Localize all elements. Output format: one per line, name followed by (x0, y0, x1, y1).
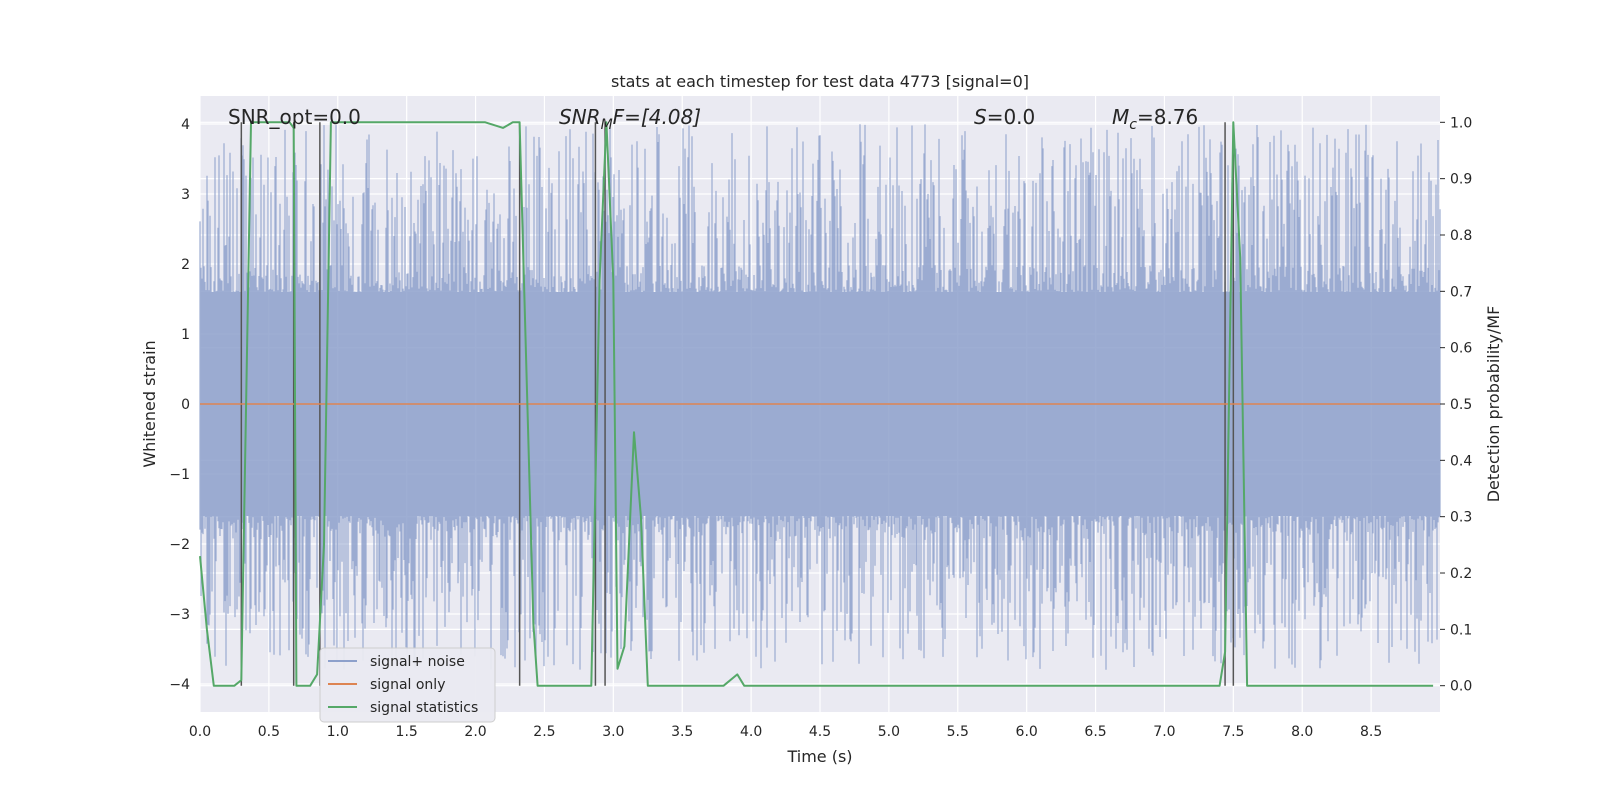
mc-base: M (1112, 105, 1129, 129)
series-signal-statistics (199, 121, 1434, 687)
y-tick-label-right: 0.7 (1450, 284, 1472, 300)
y-tick-label-right: 0.4 (1450, 453, 1472, 469)
axis-ticks: 0.0 0.5 1.0 1.5 2.0 2.5 3.0 3.5 4.0 4.5 5.0 5.5 6.0 6… (169, 115, 1472, 740)
x-tick-label: 6.0 (1016, 724, 1038, 740)
y-tick-label-right: 0.8 (1450, 228, 1472, 244)
legend-box (319, 647, 496, 723)
mc-rest: =8.76 (1137, 105, 1198, 129)
x-tick-label: 3.5 (671, 724, 693, 740)
y-tick-label-left: −2 (169, 537, 190, 553)
s-rest: =0.0 (987, 105, 1036, 129)
y-tick-label-left: 3 (181, 187, 190, 203)
y-tick-label-right: 0.3 (1450, 510, 1472, 526)
annotation-s: S=0.0 (974, 105, 1035, 129)
s-label: S (974, 105, 987, 129)
legend-label-noise: signal+ noise (370, 654, 465, 670)
x-tick-label: 1.5 (396, 724, 418, 740)
x-tick-label: 7.5 (1222, 724, 1244, 740)
legend-label-signal-only: signal only (370, 677, 445, 693)
annotation-snr-opt: SNR_opt=0.0 (228, 105, 361, 129)
x-tick-label: 2.5 (533, 724, 555, 740)
y-tick-label-left: 4 (181, 117, 190, 133)
x-tick-label: 5.5 (947, 724, 969, 740)
legend-label-statistics: signal statistics (370, 700, 478, 716)
y-tick-label-left: −1 (169, 467, 190, 483)
x-tick-label: 2.0 (464, 724, 486, 740)
x-tick-label: 1.0 (327, 724, 349, 740)
y-tick-label-left: 2 (181, 257, 190, 273)
y-tick-label-right: 0.6 (1450, 341, 1472, 357)
y-tick-label-right: 1.0 (1450, 115, 1472, 131)
x-tick-label: 4.5 (809, 724, 831, 740)
x-tick-label: 3.0 (602, 724, 624, 740)
statistics-line (199, 121, 1434, 687)
snr-mf-base: SNR (559, 105, 601, 129)
y-tick-label-right: 0.1 (1450, 622, 1472, 638)
x-tick-label: 5.0 (878, 724, 900, 740)
annotation-mc: Mc=8.76 (1112, 105, 1198, 133)
mc-sub: c (1129, 117, 1137, 133)
y-tick-label-left: −3 (169, 607, 190, 623)
x-axis-label: Time (s) (786, 747, 852, 766)
y-tick-label-right: 0.9 (1450, 172, 1472, 188)
x-tick-label: 4.0 (740, 724, 762, 740)
y-tick-label-left: 1 (181, 327, 190, 343)
x-tick-label: 8.0 (1291, 724, 1313, 740)
y-axis-label-left: Whitened strain (140, 340, 159, 467)
y-tick-label-left: 0 (181, 397, 190, 413)
y-axis-label-right: Detection probability/MF (1484, 306, 1503, 503)
legend: signal+ noise signal only signal statist… (319, 647, 496, 723)
x-tick-label: 0.0 (189, 724, 211, 740)
y-tick-label-left: −4 (169, 677, 190, 693)
x-tick-label: 6.5 (1084, 724, 1106, 740)
x-tick-label: 7.0 (1153, 724, 1175, 740)
y-tick-label-right: 0.2 (1450, 566, 1472, 582)
snr-mf-rest: F=[4.08] (613, 105, 701, 129)
annotation-snr-mf: SNRMF=[4.08] (559, 105, 701, 133)
y-tick-label-right: 0.5 (1450, 397, 1472, 413)
x-tick-label: 8.5 (1360, 724, 1382, 740)
x-tick-label: 0.5 (258, 724, 280, 740)
y-tick-label-right: 0.0 (1450, 679, 1472, 695)
snr-mf-sub: M (601, 117, 613, 133)
chart-title: stats at each timestep for test data 477… (611, 72, 1029, 91)
